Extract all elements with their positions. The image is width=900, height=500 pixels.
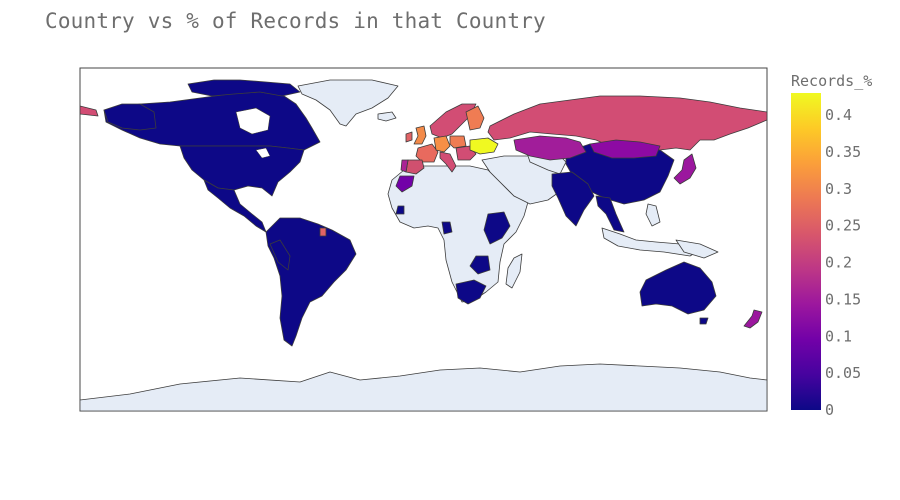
great-lakes [255, 147, 271, 159]
country-new-guinea[interactable] [675, 239, 719, 259]
country-peru[interactable] [269, 239, 291, 271]
country-greenland[interactable] [297, 79, 399, 127]
colorbar-tick-label: 0.35 [825, 143, 861, 161]
state-alaska[interactable] [103, 103, 157, 131]
country-ireland[interactable] [405, 131, 413, 143]
country-japan[interactable] [673, 153, 697, 185]
colorbar: Records_% 0 0.05 0.1 0.15 0.2 0.25 0.3 0.35 0.4 [791, 72, 872, 419]
colorbar-title: Records_% [791, 72, 872, 90]
region-russia-far-east[interactable] [80, 105, 99, 117]
colorbar-gradient [791, 93, 821, 410]
region-canadian-arctic-islands[interactable] [187, 79, 301, 97]
country-south-africa[interactable] [455, 279, 487, 305]
country-new-zealand[interactable] [743, 309, 763, 329]
country-thailand[interactable] [595, 195, 625, 233]
continent-antarctica[interactable] [80, 363, 767, 411]
country-russia[interactable] [487, 95, 767, 151]
region-middle-east[interactable] [481, 155, 563, 205]
colorbar-tick-label: 0.4 [825, 106, 852, 124]
continent-south-america[interactable] [265, 217, 357, 347]
country-france[interactable] [415, 143, 439, 163]
country-mongolia[interactable] [589, 139, 661, 159]
country-cameroon[interactable] [441, 221, 453, 235]
state-tasmania[interactable] [699, 317, 709, 325]
country-poland[interactable] [449, 135, 467, 149]
country-french-guiana[interactable] [319, 227, 327, 237]
country-guinea[interactable] [395, 205, 405, 215]
country-madagascar[interactable] [505, 253, 523, 289]
country-ukraine[interactable] [469, 137, 499, 155]
colorbar-tick-label: 0 [825, 401, 834, 419]
colorbar-tick-label: 0.1 [825, 327, 852, 345]
colorbar-tick-label: 0.2 [825, 254, 852, 272]
country-united-kingdom[interactable] [413, 125, 427, 145]
country-united-states[interactable] [179, 145, 305, 197]
country-germany[interactable] [433, 135, 451, 153]
country-italy[interactable] [439, 151, 457, 173]
country-portugal[interactable] [400, 159, 409, 173]
colorbar-tick-label: 0.25 [825, 217, 861, 235]
country-norway-sweden[interactable] [429, 103, 477, 139]
colorbar-tick-label: 0.05 [825, 364, 861, 382]
chart-title: Country vs % of Records in that Country [45, 9, 546, 33]
country-morocco[interactable] [395, 175, 415, 193]
country-kazakhstan[interactable] [513, 135, 587, 161]
country-finland[interactable] [465, 105, 485, 131]
colorbar-ticks: 0 0.05 0.1 0.15 0.2 0.25 0.3 0.35 0.4 [825, 106, 861, 419]
country-iceland[interactable] [377, 111, 397, 122]
colorbar-tick-label: 0.15 [825, 290, 861, 308]
map-land-layer [80, 79, 767, 411]
country-australia[interactable] [639, 261, 717, 315]
hudson-bay [235, 107, 271, 135]
country-india[interactable] [551, 171, 595, 227]
country-philippines[interactable] [645, 203, 661, 227]
country-ethiopia[interactable] [483, 211, 511, 245]
country-zimbabwe[interactable] [469, 255, 491, 275]
colorbar-tick-label: 0.3 [825, 180, 852, 198]
